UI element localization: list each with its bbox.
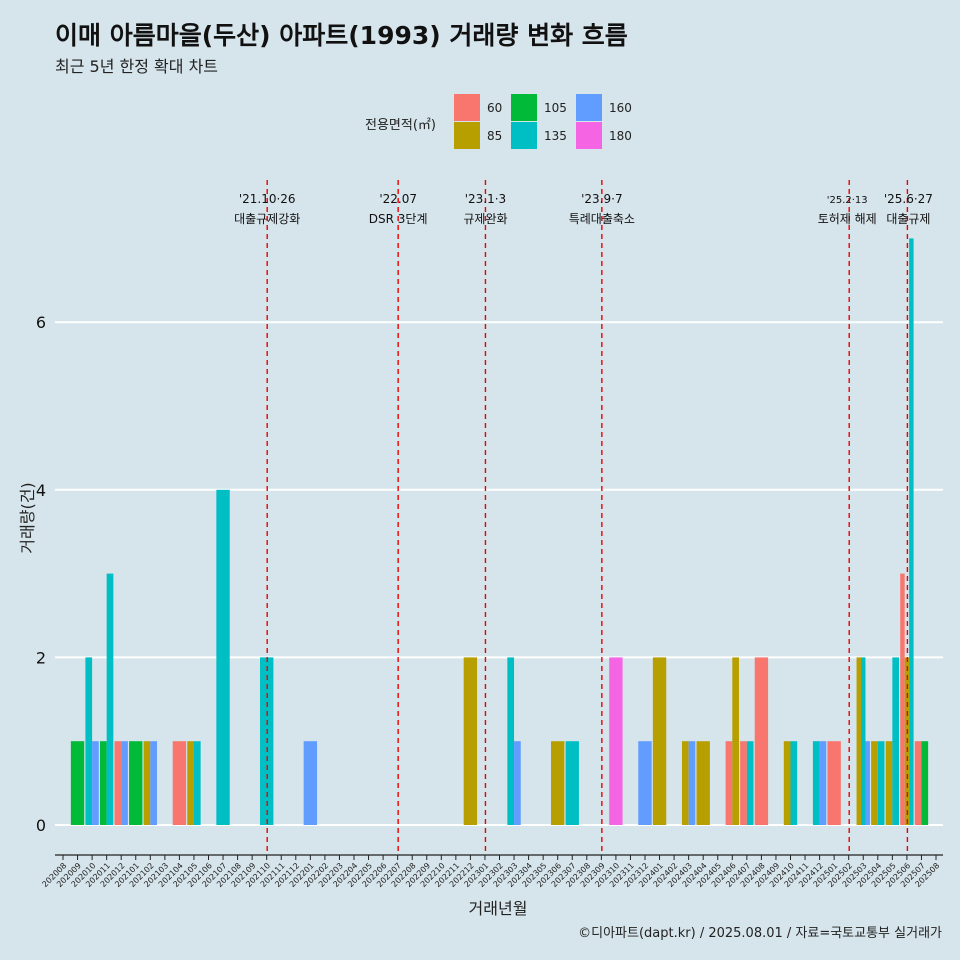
- bar-202503-135: [861, 657, 866, 825]
- event-label: DSR 3단계: [369, 212, 428, 226]
- bar-202410-135: [790, 741, 798, 825]
- legend-swatch-60: [454, 94, 480, 121]
- bar-202010-160: [92, 741, 99, 825]
- event-date: '23.1·3: [465, 192, 506, 206]
- bar-202102-160: [150, 741, 157, 825]
- event-lines: '21.10·26 대출규제강화 '22.07 DSR 3단계 '23.1·3 규제완화 '…: [234, 180, 933, 855]
- legend-label-60: 60: [487, 101, 502, 115]
- chart-title: 이매 아름마을(두산) 아파트(1993) 거래량 변화 흐름: [55, 21, 628, 50]
- legend-swatch-160: [576, 94, 602, 121]
- bar-202412-160: [819, 741, 827, 825]
- y-tick-label: 0: [36, 816, 46, 835]
- bar-202011-105: [99, 741, 107, 825]
- bar-202102-85: [143, 741, 151, 825]
- legend-label-160: 160: [609, 101, 632, 115]
- y-tick-label: 6: [36, 313, 46, 332]
- legend-swatch-85: [454, 122, 480, 149]
- event-date: '23.9·7: [581, 192, 622, 206]
- axes: 2020082020092020102020112020122021012021…: [36, 313, 943, 889]
- event-label: 대출규제강화: [234, 212, 300, 226]
- bar-202504-135: [877, 741, 885, 825]
- bar-202507-105: [921, 741, 929, 825]
- bar-202403-85: [681, 741, 689, 825]
- bars: [70, 238, 929, 825]
- bar-202403-160: [688, 741, 696, 825]
- bar-202201-160: [303, 741, 318, 825]
- legend-title: 전용면적(㎡): [365, 118, 436, 133]
- legend: 60 85 105 135 160 180: [454, 94, 632, 149]
- bar-202306-85: [551, 741, 565, 825]
- bar-202506-135: [909, 238, 914, 825]
- event-date: '21.10·26: [239, 192, 296, 206]
- legend-swatch-105: [511, 94, 537, 121]
- bar-202503-85: [856, 657, 862, 825]
- legend-label-180: 180: [609, 129, 632, 143]
- chart-subtitle: 최근 5년 한정 확대 차트: [55, 57, 219, 76]
- bar-202212-85: [463, 657, 478, 825]
- bar-202105-135: [193, 741, 201, 825]
- bar-202011-135: [106, 573, 114, 825]
- bar-202104-60: [172, 741, 187, 825]
- bar-202406-85: [732, 657, 739, 825]
- bar-202107-135: [216, 489, 230, 825]
- legend-label-135: 135: [544, 129, 567, 143]
- bar-202504-85: [871, 741, 878, 825]
- bar-202412-135: [812, 741, 820, 825]
- source-caption: ©디아파트(dapt.kr) / 2025.08.01 / 자료=국토교통부 실…: [578, 926, 942, 941]
- bar-202404-85: [696, 741, 710, 825]
- bar-202009-105: [70, 741, 85, 825]
- bar-202505-85: [885, 741, 893, 825]
- event-label: 특례대출축소: [569, 212, 635, 226]
- bar-202312-160: [638, 741, 652, 825]
- bar-202010-135: [85, 657, 93, 825]
- bar-202401-85: [652, 657, 667, 825]
- event-date: '25.2·13: [827, 195, 868, 206]
- bar-202505-135: [892, 657, 900, 825]
- event-label: 토허제 해제: [818, 212, 877, 226]
- event-label: 대출규제: [886, 212, 930, 226]
- bar-202407-135: [746, 741, 754, 825]
- bar-202503-160: [865, 741, 870, 825]
- legend-label-85: 85: [487, 129, 502, 143]
- bar-202408-60: [754, 657, 769, 825]
- bar-202012-160: [121, 741, 128, 825]
- bar-202310-180: [609, 657, 623, 825]
- event-label: 규제완화: [463, 212, 507, 226]
- bar-202506-60: [900, 573, 905, 825]
- x-axis-title: 거래년월: [469, 899, 528, 918]
- event-date: '22.07: [379, 192, 417, 206]
- y-tick-label: 2: [36, 648, 46, 667]
- bar-202406-60: [725, 741, 733, 825]
- legend-swatch-180: [576, 122, 602, 149]
- bar-202303-135: [507, 657, 515, 825]
- bar-202105-85: [187, 741, 194, 825]
- legend-swatch-135: [511, 122, 537, 149]
- bar-202101-105: [129, 741, 143, 825]
- bar-202303-160: [514, 741, 521, 825]
- event-date: '25.6·27: [884, 192, 933, 206]
- legend-label-105: 105: [544, 101, 567, 115]
- bar-202012-60: [114, 741, 122, 825]
- bar-202407-60: [740, 741, 747, 825]
- bar-202307-135: [565, 741, 579, 825]
- y-tick-label: 4: [36, 481, 46, 500]
- y-axis-title: 거래량(건): [18, 482, 37, 553]
- bar-202501-60: [827, 741, 841, 825]
- bar-202410-85: [783, 741, 791, 825]
- bar-202507-60: [914, 741, 922, 825]
